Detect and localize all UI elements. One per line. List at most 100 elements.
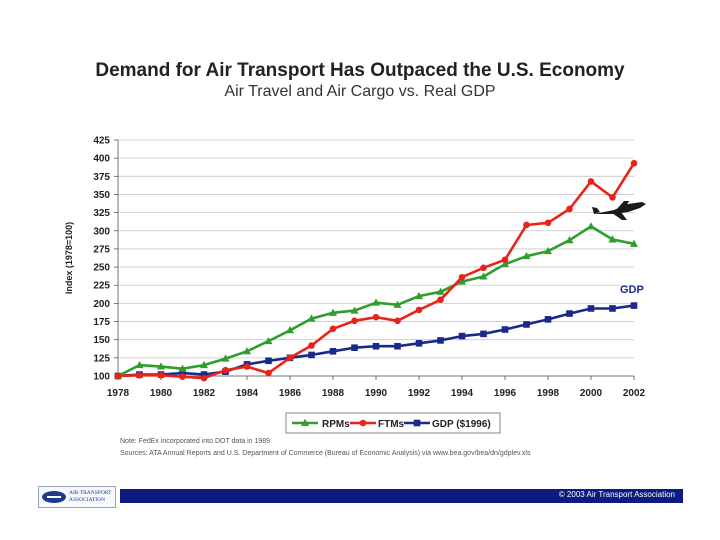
point-ftms-1978 (114, 372, 122, 380)
series-rpms (114, 222, 638, 379)
y-axis-label: Index (1978=100) (64, 222, 74, 294)
y-tick-label-225: 225 (93, 281, 110, 292)
point-ftms-1983 (222, 366, 229, 374)
point-rpms-1988 (329, 308, 337, 316)
x-tick-label-1986: 1986 (279, 388, 302, 399)
point-rpms-1987 (307, 314, 316, 322)
x-tick-label-1996: 1996 (494, 388, 517, 399)
legend-label-rpms: RPMs (322, 419, 350, 430)
point-ftms-1987 (308, 342, 315, 349)
point-rpms-1991 (393, 300, 402, 308)
point-rpms-1983 (221, 354, 230, 362)
y-tick-label-200: 200 (93, 299, 110, 310)
legend-marker-gdp-1996 (413, 419, 421, 427)
point-ftms-1985 (265, 369, 272, 377)
point-gdp-1996-1985 (265, 357, 272, 365)
point-rpms-1986 (286, 326, 294, 334)
y-tick-label-150: 150 (93, 335, 110, 346)
point-ftms-1984 (243, 363, 251, 370)
footer-bar: © 2003 Air Transport Association (120, 489, 683, 503)
point-rpms-1995 (479, 272, 488, 280)
point-ftms-1989 (351, 317, 358, 325)
point-gdp-1996-1988 (329, 348, 337, 355)
point-ftms-1995 (480, 264, 487, 272)
point-rpms-1992 (415, 291, 423, 300)
y-tick-label-175: 175 (93, 317, 110, 328)
point-rpms-1996 (501, 259, 509, 268)
point-ftms-1996 (501, 256, 509, 264)
point-gdp-1996-1989 (351, 344, 358, 351)
y-tick-label-375: 375 (93, 172, 110, 183)
chart-subtitle: Air Travel and Air Cargo vs. Real GDP (224, 83, 496, 100)
series-ftms (114, 159, 638, 382)
point-gdp-1996-1996 (501, 326, 509, 333)
point-rpms-1990 (372, 298, 380, 306)
y-tick-label-125: 125 (93, 353, 110, 364)
point-gdp-1996-1995 (480, 330, 487, 338)
point-ftms-1986 (286, 354, 294, 362)
legend-marker-rpms (301, 418, 309, 426)
point-gdp-1996-1997 (523, 321, 530, 328)
ata-logo: AIR TRANSPORT ASSOCIATION (38, 486, 116, 508)
point-ftms-1998 (544, 219, 552, 227)
x-tick-label-1994: 1994 (451, 388, 474, 399)
point-gdp-1996-1991 (394, 342, 401, 350)
point-rpms-1989 (350, 306, 359, 314)
point-rpms-1985 (264, 336, 273, 345)
point-gdp-1996-1999 (566, 310, 573, 317)
gdp-annotation: GDP (620, 284, 644, 296)
note-text: Note: FedEx incorporated into DOT data i… (120, 438, 271, 445)
point-rpms-1994 (458, 277, 466, 285)
point-ftms-1982 (200, 374, 208, 382)
point-rpms-1993 (436, 287, 445, 295)
y-tick-label-100: 100 (93, 372, 110, 383)
y-tick-label-275: 275 (93, 244, 110, 255)
logo-line-1: AIR TRANSPORT (69, 490, 112, 496)
x-tick-label-1990: 1990 (365, 388, 388, 399)
x-tick-label-2000: 2000 (580, 388, 603, 399)
x-tick-label-1978: 1978 (107, 388, 130, 399)
point-ftms-1988 (329, 325, 337, 333)
logo-line-2: ASSOCIATION (69, 497, 106, 503)
x-tick-label-1992: 1992 (408, 388, 431, 399)
y-tick-label-400: 400 (93, 154, 110, 165)
point-rpms-1999 (565, 236, 574, 244)
x-tick-labels: 1978 1980 1982 1984 1986 1988 1990 1992 1994 1996… (107, 388, 646, 399)
point-ftms-1990 (372, 313, 380, 321)
point-rpms-1998 (544, 246, 552, 255)
copyright-text: © 2003 Air Transport Association (558, 490, 675, 499)
point-rpms-1981 (178, 364, 187, 372)
point-ftms-1992 (415, 306, 423, 314)
point-ftms-1999 (566, 205, 573, 213)
point-gdp-1996-1992 (415, 340, 423, 347)
point-gdp-1996-2000 (587, 305, 595, 312)
point-gdp-1996-1987 (308, 351, 315, 359)
point-rpms-1984 (243, 347, 251, 355)
legend-label-ftms: FTMs (378, 419, 405, 430)
point-rpms-2001 (608, 235, 617, 243)
chart-title: Demand for Air Transport Has Outpaced th… (95, 60, 625, 81)
point-gdp-1996-1982 (200, 371, 208, 378)
y-tick-label-425: 425 (93, 136, 110, 147)
point-gdp-1996-1993 (437, 337, 444, 344)
legend: RPMs FTMs GDP ($1996) (285, 412, 501, 434)
point-gdp-1996-1994 (458, 332, 466, 340)
x-tick-label-1998: 1998 (537, 388, 560, 399)
legend-label-gdp-1996: GDP ($1996) (432, 419, 491, 430)
point-rpms-2000 (587, 222, 595, 230)
x-tick-label-1982: 1982 (193, 388, 216, 399)
point-rpms-1979 (135, 360, 144, 369)
point-rpms-1982 (200, 360, 208, 369)
y-tick-label-325: 325 (93, 208, 110, 219)
point-gdp-1996-2001 (609, 305, 616, 312)
point-gdp-1996-1981 (179, 369, 186, 377)
x-tick-label-1980: 1980 (150, 388, 173, 399)
point-ftms-1994 (458, 273, 466, 281)
point-ftms-1981 (179, 373, 186, 381)
point-gdp-1996-2002 (630, 302, 638, 309)
series-lines (114, 159, 638, 382)
airplane-icon (592, 201, 646, 220)
point-rpms-1980 (157, 362, 165, 370)
y-tick-label-250: 250 (93, 263, 110, 274)
